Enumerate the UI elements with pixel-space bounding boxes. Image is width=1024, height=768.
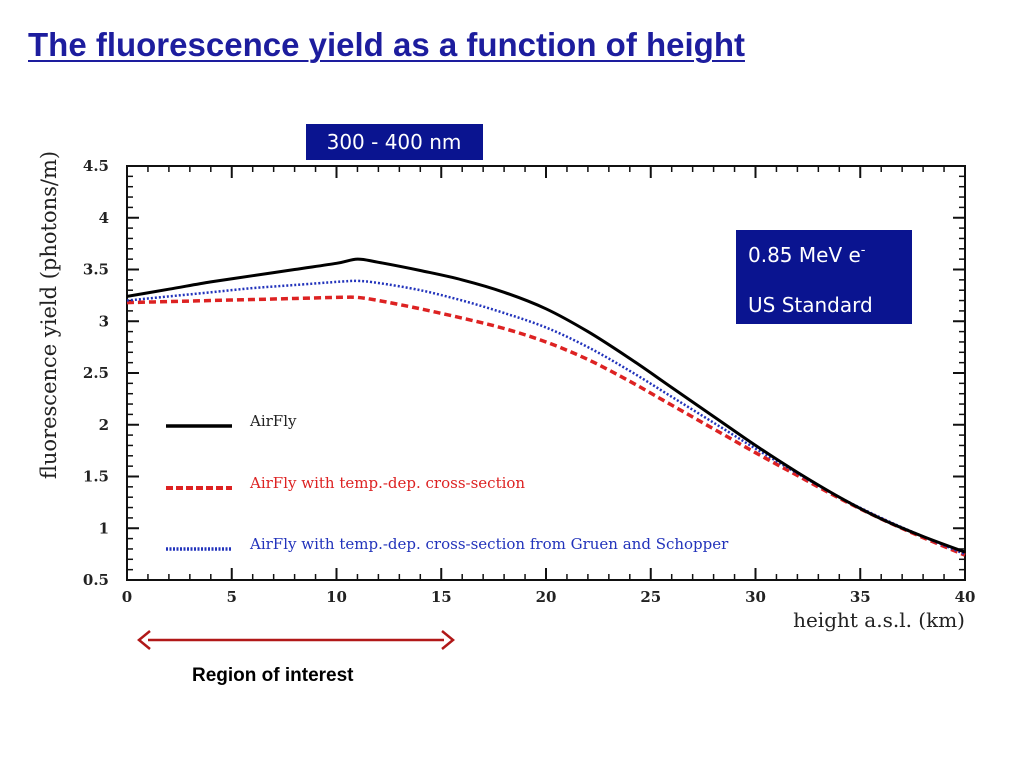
region-arrow-right-head <box>441 630 455 650</box>
data-series <box>126 257 966 557</box>
y-tick-label: 2.5 <box>83 364 109 382</box>
legend-label-airfly: AirFly <box>249 412 297 430</box>
y-tick-label: 1 <box>99 519 109 537</box>
y-tick-label: 2 <box>99 416 109 434</box>
tick-labels: 0 5 10 15 20 25 30 35 40 0.5 1 1.5 2 2.5 3 3.5 4 4.5 <box>83 157 976 606</box>
x-tick-label: 40 <box>955 588 976 606</box>
y-tick-label: 1.5 <box>83 468 109 486</box>
series-airfly-temp-line <box>126 295 966 557</box>
x-tick-label: 10 <box>326 588 347 606</box>
y-tick-label: 3 <box>99 312 109 330</box>
x-tick-label: 20 <box>536 588 557 606</box>
x-axis-label: height a.s.l. (km) <box>793 608 965 632</box>
x-tick-label: 30 <box>745 588 766 606</box>
legend-label-airfly-gruen: AirFly with temp.-dep. cross-section fro… <box>249 535 729 553</box>
legend: AirFly AirFly with temp.-dep. cross-sect… <box>166 412 729 553</box>
figure-panel <box>28 105 1008 640</box>
y-tick-label: 4.5 <box>83 157 109 175</box>
y-tick-label: 0.5 <box>83 571 109 589</box>
energy-value: 0.85 MeV e <box>748 243 861 267</box>
plot-frame-rect <box>126 165 966 581</box>
tick-marks <box>126 165 966 581</box>
electron-superscript: - <box>861 243 866 258</box>
energy-text: 0.85 MeV e- <box>748 243 866 267</box>
energy-box <box>736 230 912 324</box>
wavelength-text: 300 - 400 nm <box>327 130 462 154</box>
atmosphere-text: US Standard <box>748 293 873 317</box>
x-tick-label: 0 <box>122 588 132 606</box>
wavelength-box <box>306 124 483 160</box>
legend-label-airfly-temp: AirFly with temp.-dep. cross-section <box>249 474 525 492</box>
region-of-interest-label: Region of interest <box>192 665 354 686</box>
y-tick-label: 3.5 <box>83 261 109 279</box>
plot-frame <box>126 165 966 581</box>
region-arrow-left-head <box>137 630 151 650</box>
x-tick-label: 35 <box>850 588 871 606</box>
wavelength-annotation: 300 - 400 nm <box>306 124 483 160</box>
y-tick-label: 4 <box>99 209 109 227</box>
region-arrow <box>137 630 455 650</box>
x-tick-label: 25 <box>640 588 661 606</box>
energy-annotation: 0.85 MeV e- US Standard <box>736 230 912 324</box>
slide-title: The fluorescence yield as a function of … <box>28 26 745 63</box>
y-axis-label: fluorescence yield (photons/m) <box>37 151 61 479</box>
x-tick-label: 5 <box>227 588 237 606</box>
x-tick-label: 15 <box>431 588 452 606</box>
series-airfly-line <box>126 257 966 554</box>
